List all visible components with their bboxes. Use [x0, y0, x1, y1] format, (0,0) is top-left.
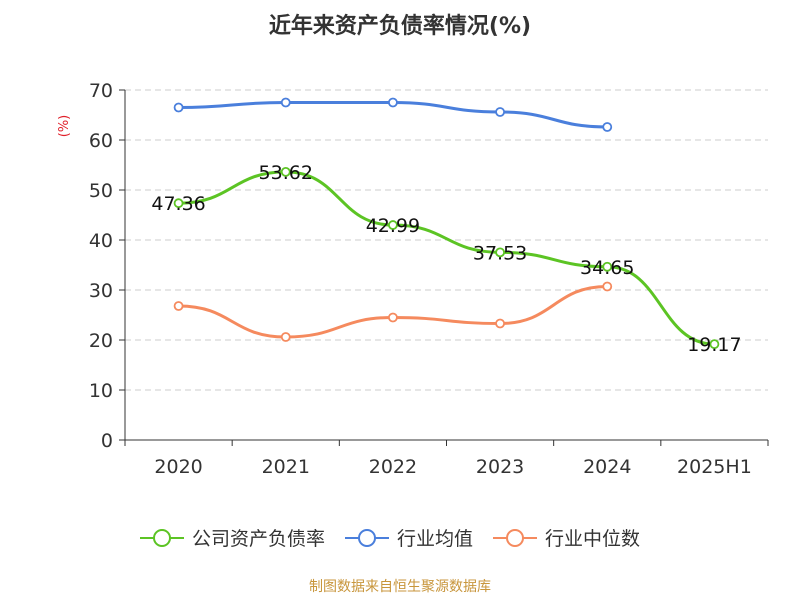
data-point — [495, 318, 505, 329]
x-tick-label: 2021 — [262, 456, 310, 478]
data-label: 34.65 — [580, 257, 634, 279]
data-point — [388, 220, 398, 230]
series-2 — [173, 281, 613, 342]
y-tick-label: 60 — [89, 130, 113, 152]
y-tick-label: 30 — [89, 280, 113, 302]
x-tick-label: 2023 — [476, 456, 524, 478]
y-tick-label: 0 — [101, 430, 113, 452]
y-tick-label: 50 — [89, 180, 113, 202]
legend-item-1: 行业均值 — [345, 528, 473, 550]
y-axis-label: (%) — [57, 115, 72, 138]
legend-marker — [358, 529, 376, 547]
x-tick-label: 2024 — [583, 456, 631, 478]
data-point — [173, 301, 184, 311]
data-label: 53.62 — [259, 162, 313, 184]
data-point — [602, 261, 613, 272]
data-point — [173, 198, 184, 209]
legend-label: 行业均值 — [397, 528, 473, 550]
series-line — [178, 170, 715, 346]
data-point — [495, 247, 505, 258]
x-tick-label: 2025H1 — [677, 456, 752, 478]
x-tick-label: 2020 — [154, 456, 202, 478]
series-1 — [173, 97, 613, 132]
data-point — [388, 97, 398, 108]
y-tick-label: 20 — [89, 330, 113, 352]
data-point — [495, 107, 505, 117]
data-point — [709, 339, 720, 350]
data-label: 19.17 — [687, 334, 741, 356]
legend-label: 行业中位数 — [545, 528, 640, 550]
legend: 公司资产负债率 行业均值 行业中位数 — [140, 528, 640, 550]
y-tick-label: 70 — [89, 80, 113, 102]
x-tick-labels: 2020 2021 2022 2023 2024 2025H1 — [154, 456, 751, 478]
data-point — [280, 166, 291, 177]
y-tick-labels: 0 10 20 30 40 50 60 70 — [89, 80, 113, 452]
y-tick-label: 40 — [89, 230, 113, 252]
legend-marker — [506, 529, 524, 547]
data-point — [280, 332, 291, 342]
data-label: 42.99 — [366, 215, 420, 237]
legend-item-2: 行业中位数 — [493, 528, 640, 550]
data-point — [602, 122, 613, 132]
legend-label: 公司资产负债率 — [192, 528, 325, 550]
series-0 — [173, 166, 720, 350]
axes — [119, 89, 769, 446]
legend-item-0: 公司资产负债率 — [140, 528, 325, 550]
data-label: 47.36 — [151, 193, 205, 215]
data-point — [388, 312, 398, 323]
source-note: 制图数据来自恒生聚源数据库 — [309, 579, 491, 595]
data-labels: 47.36 53.62 42.99 37.53 34.65 19.17 — [151, 162, 741, 356]
data-point — [280, 97, 291, 108]
data-point — [602, 281, 613, 292]
legend-marker — [153, 529, 171, 547]
x-tick-label: 2022 — [369, 456, 417, 478]
series-lines — [173, 97, 720, 350]
chart-title: 近年来资产负债率情况(%) — [269, 13, 531, 39]
series-line — [178, 285, 608, 339]
data-label: 37.53 — [473, 242, 527, 264]
y-tick-label: 10 — [89, 380, 113, 402]
data-point — [173, 102, 184, 113]
